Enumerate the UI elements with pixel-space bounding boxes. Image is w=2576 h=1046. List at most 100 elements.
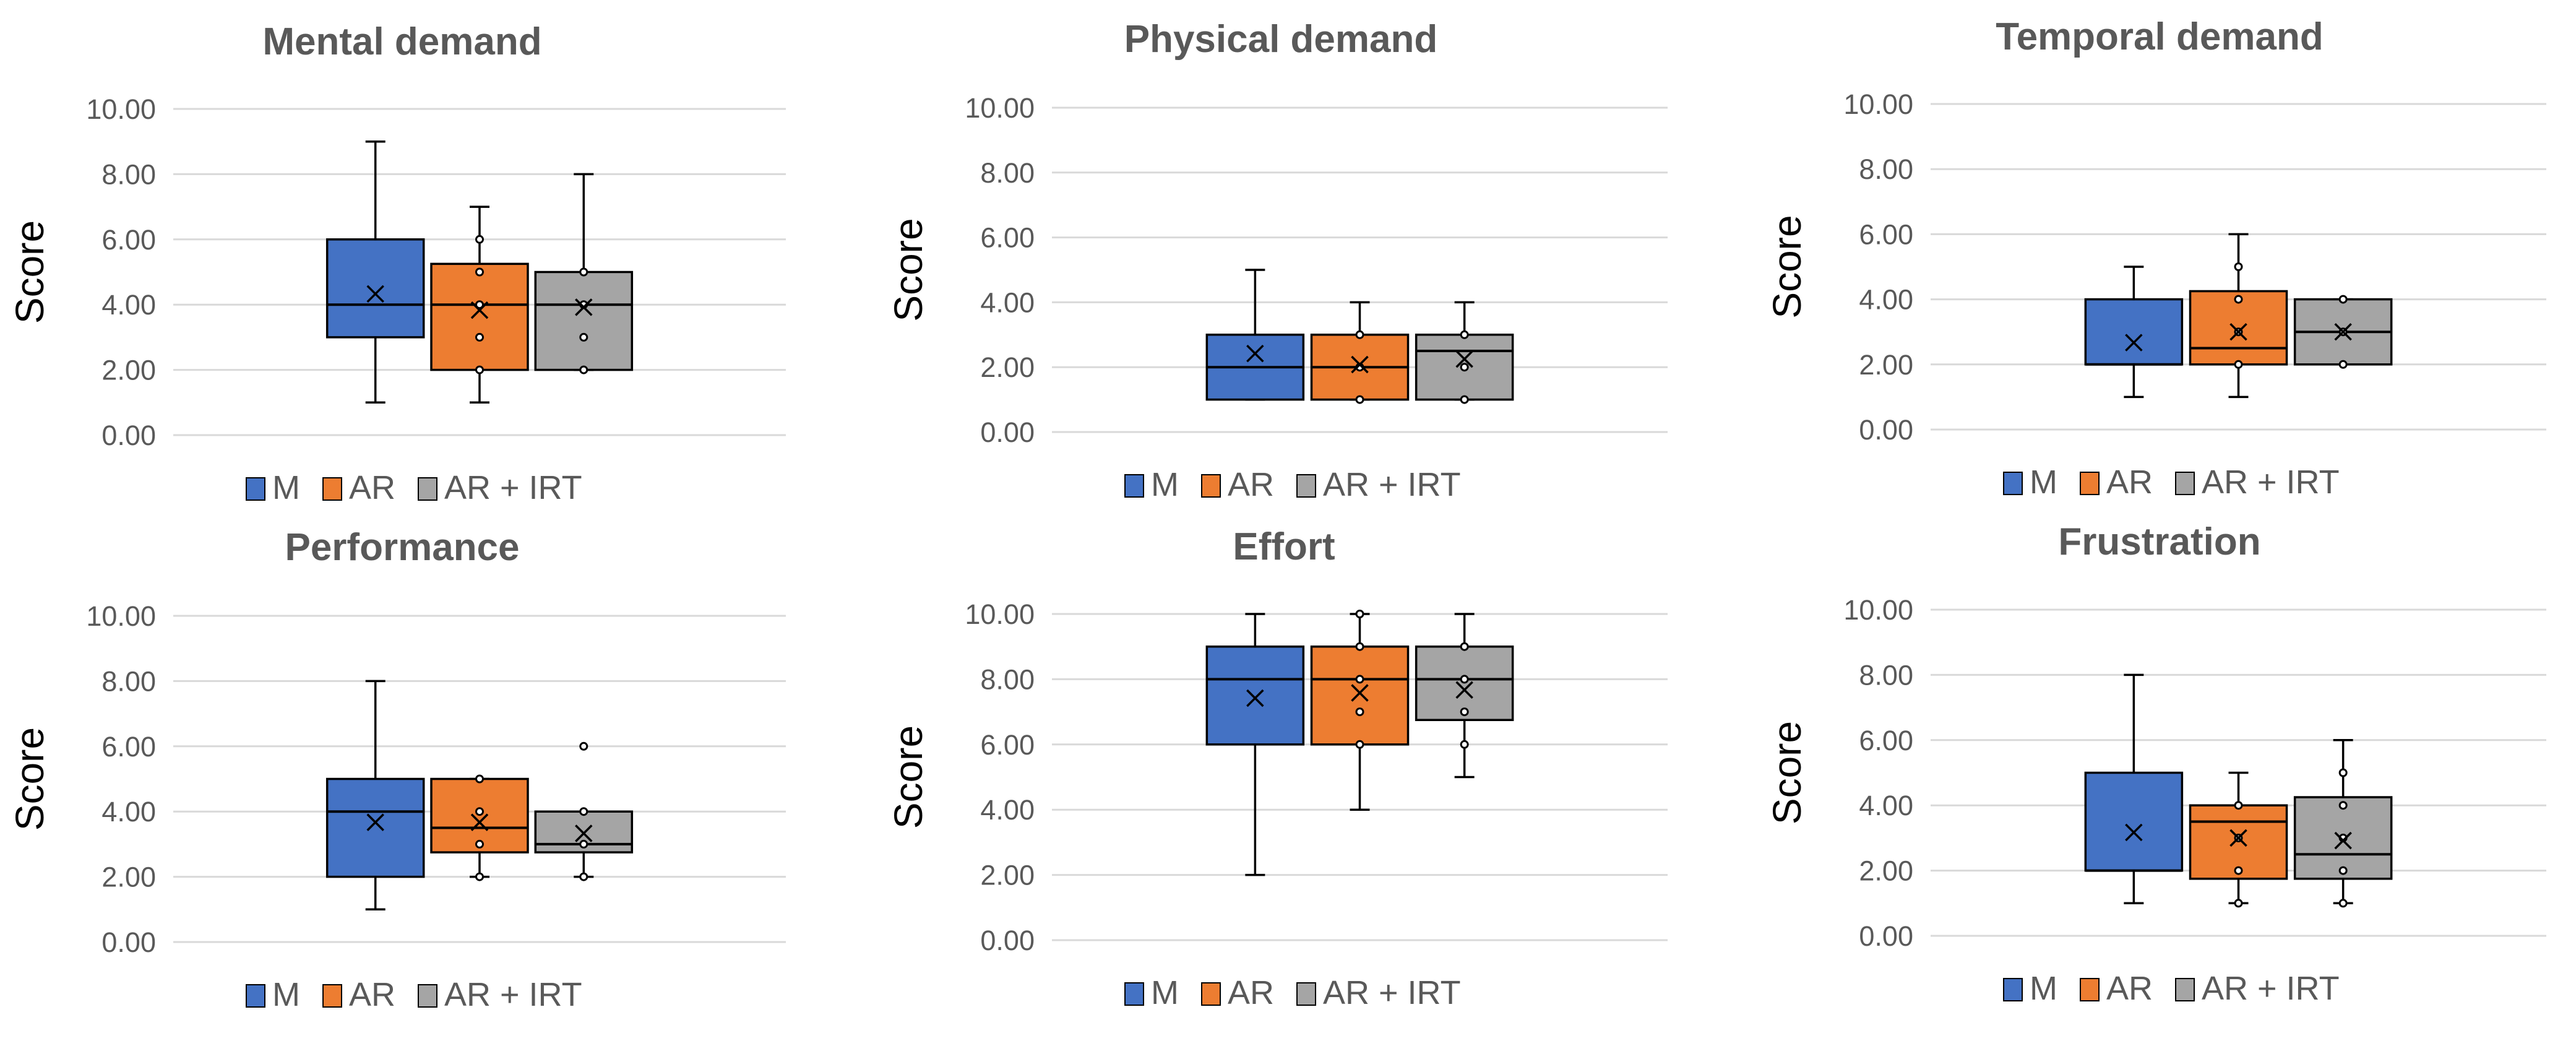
panel-5-title: Effort [1233,525,1335,568]
panel-4-legend-label-1: M [272,976,300,1013]
panel-4-y-tick-label: 2.00 [101,862,156,893]
panel-5-ar-irt-data-point [1460,740,1469,749]
panel-1-m-box [325,238,425,339]
panel-1-m-mean-marker [366,285,384,303]
panel-1-title: Mental demand [262,20,541,63]
panel-5-ar-data-point [1355,675,1364,684]
panel-1-y-axis-label: Score [7,220,52,324]
panel-4-m-box [325,777,425,878]
panel-1-legend-label-2: AR [349,469,395,506]
panel-5-y-tick-label: 6.00 [980,729,1035,761]
panel-2-y-tick-label: 0.00 [980,417,1035,448]
panel-6-ar-irt-mean-marker [2334,831,2352,850]
panel-1-legend-swatch-3 [418,477,437,501]
panel-2-y-tick-label: 6.00 [980,222,1035,254]
panel-6-legend-swatch-3 [2175,978,2195,1001]
panel-5-y-tick-label: 8.00 [980,663,1035,695]
panel-1-legend-swatch-2 [322,477,342,501]
panel-6-m-box [2084,771,2184,872]
panel-5-legend-label-2: AR [1228,974,1274,1011]
panel-6-legend-label-1: M [2030,970,2057,1007]
panel-3-legend-label-3: AR + IRT [2202,464,2340,501]
panel-6-ar-irt-data-point [2338,801,2348,810]
panel-4-y-tick-label: 10.00 [86,600,156,632]
panel-5-legend-swatch-1 [1124,982,1144,1006]
panel-2-ar-irt-mean-marker [1455,350,1473,368]
panel-4-legend-swatch-2 [322,984,342,1008]
panel-5-legend-swatch-2 [1201,982,1221,1006]
panel-2-y-axis-label: Score [886,218,931,321]
panel-5-ar-data-point [1355,707,1364,717]
panel-6-y-tick-label: 0.00 [1859,920,1913,952]
panel-2-ar-irt-data-point [1460,363,1469,372]
panel-3-m-box [2084,298,2184,366]
panel-3-y-tick-label: 10.00 [1843,89,1913,120]
panel-6-ar-data-point [2234,801,2243,810]
panel-3-y-tick-label: 0.00 [1859,414,1913,446]
panel-5-y-axis-label: Score [886,725,931,829]
panel-4-ar-irt-data-point [579,741,588,751]
panel-6-ar-data-point [2234,899,2243,908]
panel-5-y-tick-label: 4.00 [980,794,1035,826]
panel-1-y-tick-label: 6.00 [101,224,156,256]
panel-5-ar-data-point [1355,610,1364,618]
panel-1-legend-swatch-1 [246,477,265,501]
panel-1-y-tick-label: 0.00 [101,420,156,451]
panel-1-ar-data-point [475,300,484,309]
panel-2-title: Physical demand [1124,18,1438,61]
panel-5-ar-data-point [1355,740,1364,749]
panel-2-legend-swatch-3 [1296,474,1316,498]
panel-2-y-tick-label: 10.00 [965,92,1035,124]
panel-4-ar-irt-data-point [579,807,588,816]
panel-6-ar-irt-data-point [2338,899,2348,908]
panel-6-y-tick-label: 10.00 [1843,594,1913,626]
panel-2-legend-label-3: AR + IRT [1323,466,1461,503]
panel-2-legend-label-1: M [1151,466,1179,503]
panel-1-ar-irt-mean-marker [575,298,593,316]
panel-6-legend-label-2: AR [2106,970,2153,1007]
panel-4-y-tick-label: 6.00 [101,731,156,763]
panel-5-ar-mean-marker [1351,684,1369,702]
panel-3-ar-irt-data-point [2338,295,2348,304]
panel-3-m-mean-marker [2125,334,2143,352]
panel-2-y-tick-label: 8.00 [980,157,1035,189]
panel-1-ar-mean-marker [470,301,489,319]
panel-2-ar-irt-data-point [1460,330,1469,339]
panel-6-y-tick-label: 8.00 [1859,659,1913,691]
panel-3-y-tick-label: 8.00 [1859,153,1913,185]
panel-6-ar-irt-data-point [2338,866,2348,875]
panel-4-legend-swatch-3 [418,984,437,1008]
panel-6-legend-swatch-2 [2080,978,2100,1001]
panel-6-legend-label-3: AR + IRT [2202,970,2340,1007]
panel-5-legend-label-3: AR + IRT [1323,974,1461,1011]
panel-4-y-tick-label: 0.00 [101,927,156,958]
panel-4-legend-label-2: AR [349,976,395,1013]
panel-6-ar-data-point [2234,866,2243,875]
panel-1-ar-irt-data-point [579,332,588,342]
panel-1-ar-irt-data-point [579,267,588,277]
panel-2-ar-data-point [1355,395,1364,404]
panel-2-ar-irt-data-point [1460,395,1469,404]
panel-3-ar-mean-marker [2229,322,2247,341]
panel-1-ar-box [430,262,529,371]
panel-3-ar-irt-data-point [2338,360,2348,369]
panel-4-ar-irt-data-point [579,839,588,849]
panel-3-ar-irt-mean-marker [2334,322,2352,341]
panel-6-legend-swatch-1 [2003,978,2023,1001]
panel-3-y-tick-label: 4.00 [1859,284,1913,316]
panel-4-ar-irt-mean-marker [575,824,593,842]
panel-1-ar-data-point [475,267,484,277]
panel-6-y-tick-label: 2.00 [1859,855,1913,887]
panel-4-ar-data-point [475,807,484,816]
panel-5-m-mean-marker [1246,689,1264,707]
panel-3-ar-data-point [2234,295,2243,304]
panel-2-legend-swatch-1 [1124,474,1144,498]
panel-1-legend-label-1: M [272,469,300,506]
panel-3-legend-swatch-3 [2175,472,2195,495]
panel-2-ar-data-point [1355,330,1364,339]
panel-3-y-tick-label: 2.00 [1859,349,1913,381]
panel-4-legend-swatch-1 [246,984,265,1008]
panel-3-legend-swatch-2 [2080,472,2100,495]
